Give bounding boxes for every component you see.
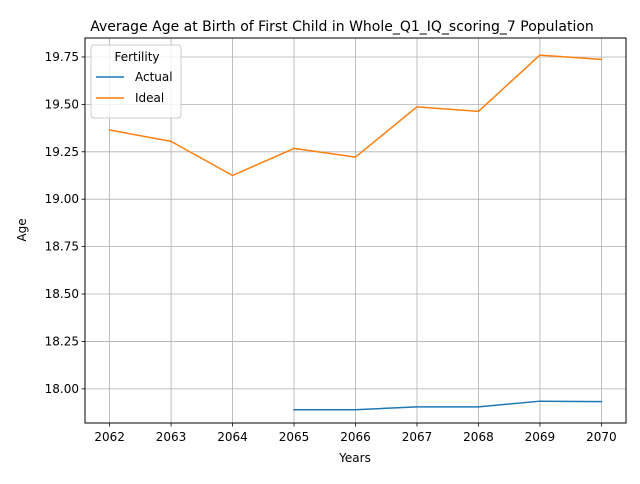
y-tick-label: 19.25: [45, 145, 79, 159]
legend-title: Fertility: [114, 50, 159, 64]
x-tick-label: 2070: [586, 430, 617, 444]
chart-title: Average Age at Birth of First Child in W…: [90, 19, 594, 35]
grid-layer: [85, 38, 626, 423]
y-tick-label: 18.50: [45, 287, 79, 301]
x-tick-label: 2069: [525, 430, 556, 444]
x-tick-label: 2065: [279, 430, 310, 444]
legend-label-actual: Actual: [135, 70, 173, 84]
legend-label-ideal: Ideal: [135, 91, 164, 105]
y-tick-label: 18.25: [45, 334, 79, 348]
x-axis-label: Years: [338, 451, 371, 465]
legend: Fertility Actual Ideal: [90, 44, 182, 119]
y-tick-label: 18.75: [45, 240, 79, 254]
x-tick-label: 2067: [402, 430, 433, 444]
y-tick-label: 18.00: [45, 382, 79, 396]
y-tick-label: 19.75: [45, 50, 79, 64]
y-axis-label: Age: [15, 218, 29, 241]
y-tick-label: 19.00: [45, 192, 79, 206]
x-tick-label: 2063: [156, 430, 187, 444]
series-line-ideal: [108, 54, 603, 177]
plot-frame: [84, 37, 627, 424]
series-layer: [108, 54, 603, 411]
axis-layer: 2062 2063 2064 2065 2066 2067 2068 2069 2070 18.0…: [45, 50, 617, 444]
x-tick-label: 2066: [340, 430, 371, 444]
y-tick-label: 19.50: [45, 97, 79, 111]
x-tick-label: 2062: [94, 430, 125, 444]
x-tick-label: 2068: [463, 430, 494, 444]
x-tick-label: 2064: [217, 430, 248, 444]
legend-box: [90, 44, 182, 119]
series-line-actual: [293, 400, 603, 411]
